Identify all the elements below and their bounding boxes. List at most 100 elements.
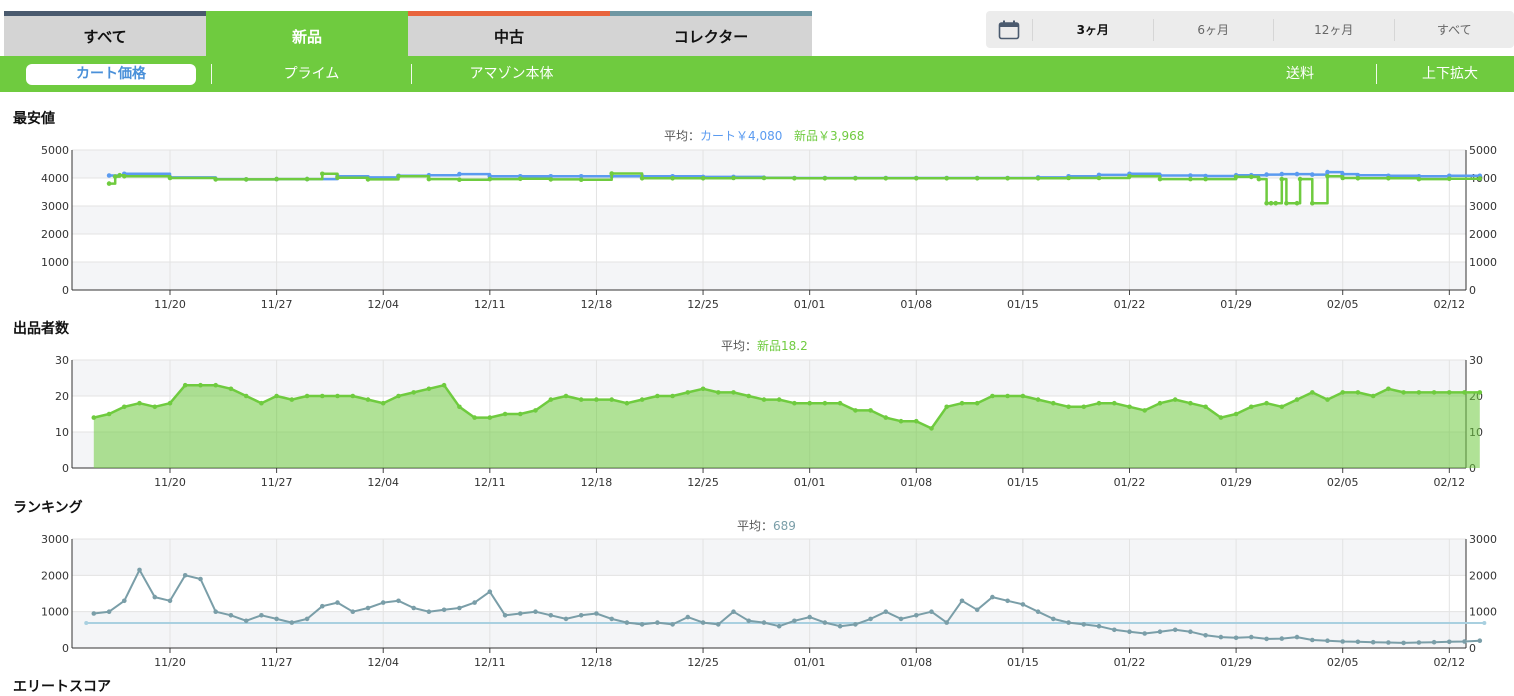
range-6-months[interactable]: 6ヶ月 <box>1153 19 1274 41</box>
data-point <box>1386 640 1391 645</box>
data-point <box>1005 599 1010 604</box>
data-point <box>884 609 889 614</box>
data-point <box>853 408 858 413</box>
data-point <box>686 615 691 620</box>
data-point <box>1203 177 1208 182</box>
range-all[interactable]: すべて <box>1394 19 1514 41</box>
prime-toggle[interactable]: プライム <box>212 64 411 85</box>
tab-collector[interactable]: コレクター <box>610 11 812 56</box>
data-point <box>899 419 904 424</box>
data-point <box>960 599 965 604</box>
data-point <box>777 397 782 402</box>
rank-section-title: ランキング <box>13 497 83 517</box>
data-point <box>137 401 142 406</box>
calendar-icon[interactable] <box>986 20 1032 40</box>
data-point <box>229 613 234 618</box>
data-point <box>335 600 340 605</box>
y-tick-label-left: 2000 <box>41 569 69 582</box>
data-point <box>457 177 462 182</box>
data-point <box>1280 177 1285 182</box>
amazon-toggle[interactable]: アマゾン本体 <box>412 64 611 85</box>
tab-new[interactable]: 新品 <box>206 11 408 56</box>
data-point <box>549 177 554 182</box>
y-tick-label-left: 3000 <box>41 533 69 546</box>
data-point <box>1356 390 1361 395</box>
x-tick-label: 12/18 <box>581 298 613 311</box>
data-point <box>1066 620 1071 625</box>
data-point <box>944 405 949 410</box>
y-tick-label-right: 3000 <box>1469 533 1497 546</box>
y-tick-label-right: 1000 <box>1469 606 1497 619</box>
data-point <box>290 397 295 402</box>
data-point <box>1325 397 1330 402</box>
data-point <box>1386 176 1391 181</box>
tab-used[interactable]: 中古 <box>408 11 610 56</box>
data-point <box>1417 390 1422 395</box>
data-point <box>1340 390 1345 395</box>
data-point <box>107 173 112 178</box>
data-point <box>640 397 645 402</box>
data-point <box>1219 415 1224 420</box>
data-point <box>1325 638 1330 643</box>
cart-price-toggle[interactable]: カート価格 <box>26 64 196 85</box>
data-point <box>868 617 873 622</box>
x-tick-label: 01/22 <box>1114 656 1146 669</box>
data-point <box>975 401 980 406</box>
data-point <box>1051 617 1056 622</box>
data-point <box>929 609 934 614</box>
data-point <box>1295 201 1300 206</box>
data-point <box>640 622 645 627</box>
data-point <box>472 415 477 420</box>
x-tick-label: 11/20 <box>154 476 186 489</box>
data-point <box>640 176 645 181</box>
data-point <box>686 390 691 395</box>
vertical-zoom-toggle[interactable]: 上下拡大 <box>1390 64 1510 85</box>
data-point <box>1021 602 1026 607</box>
x-tick-label: 01/15 <box>1007 476 1039 489</box>
data-point <box>503 613 508 618</box>
data-point <box>1066 176 1071 181</box>
x-tick-label: 12/11 <box>474 298 506 311</box>
x-tick-label: 12/18 <box>581 656 613 669</box>
data-point <box>472 600 477 605</box>
data-point <box>396 394 401 399</box>
y-tick-label-right: 5000 <box>1469 144 1497 157</box>
data-point <box>716 390 721 395</box>
data-point <box>198 383 203 388</box>
average-point <box>1482 621 1486 625</box>
data-point <box>122 599 127 604</box>
shipping-toggle[interactable]: 送料 <box>1240 64 1360 85</box>
data-point <box>975 608 980 613</box>
data-point <box>594 611 599 616</box>
data-point <box>457 606 462 611</box>
data-point <box>1432 640 1437 645</box>
y-tick-label-right: 2000 <box>1469 569 1497 582</box>
data-point <box>670 176 675 181</box>
x-tick-label: 12/04 <box>367 298 399 311</box>
data-point <box>1356 176 1361 181</box>
data-point <box>579 397 584 402</box>
data-point <box>1401 390 1406 395</box>
range-3-months[interactable]: 3ヶ月 <box>1032 19 1153 41</box>
x-tick-label: 01/29 <box>1220 656 1252 669</box>
data-point <box>1234 412 1239 417</box>
y-tick-label-left: 30 <box>55 354 69 367</box>
data-point <box>1097 401 1102 406</box>
tab-all[interactable]: すべて <box>4 11 206 56</box>
y-tick-label-left: 1000 <box>41 606 69 619</box>
data-point <box>990 394 995 399</box>
data-point <box>274 617 279 622</box>
y-tick-label-right: 2000 <box>1469 228 1497 241</box>
data-point <box>107 609 112 614</box>
data-point <box>929 426 934 431</box>
data-point <box>564 394 569 399</box>
rank-avg-value: 689 <box>773 519 796 533</box>
x-tick-label: 11/27 <box>261 298 293 311</box>
range-12-months[interactable]: 12ヶ月 <box>1273 19 1394 41</box>
data-point <box>1280 636 1285 641</box>
x-tick-label: 11/20 <box>154 656 186 669</box>
data-point <box>792 176 797 181</box>
data-point <box>899 617 904 622</box>
y-tick-label-left: 0 <box>62 462 69 475</box>
data-point <box>1249 405 1254 410</box>
